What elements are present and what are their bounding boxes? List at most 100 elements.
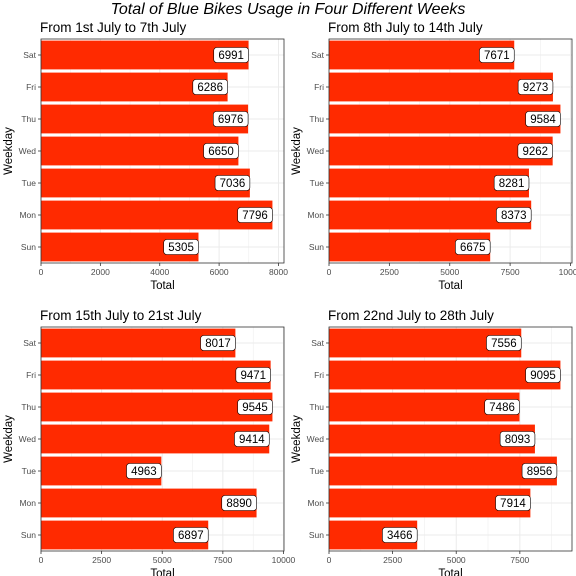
data-label-text: 9262	[522, 146, 548, 158]
data-label-box	[212, 111, 249, 127]
data-label-box	[525, 111, 561, 127]
data-label-box	[517, 79, 554, 95]
data-label-fri: 6286	[192, 79, 228, 95]
x-tick-label: 6000	[210, 267, 229, 277]
x-tick-label: 5000	[447, 555, 466, 565]
data-label-wed: 9262	[517, 143, 553, 159]
y-tick-label: Fri	[314, 370, 324, 380]
data-label-text: 9545	[242, 402, 268, 414]
y-tick-label: Fri	[26, 82, 36, 92]
y-tick-label: Sun	[21, 242, 36, 252]
y-tick-label: Sun	[309, 242, 324, 252]
data-label-tue: 7036	[214, 175, 251, 191]
x-tick-label: 5000	[153, 555, 172, 565]
bar-thu	[41, 392, 273, 422]
data-label-box	[234, 431, 270, 447]
y-tick-label: Thu	[21, 402, 36, 412]
data-label-text: 9414	[239, 434, 265, 446]
data-label-box	[235, 367, 271, 383]
data-label-text: 7671	[484, 50, 510, 62]
data-label-tue: 8956	[521, 463, 558, 479]
x-tick-label: 0	[39, 267, 44, 277]
y-tick-label: Mon	[19, 498, 36, 508]
y-axis-title: Weekday	[291, 415, 303, 463]
y-axis-title: Weekday	[3, 415, 15, 463]
data-label-text: 6286	[197, 82, 223, 94]
x-tick-label: 5000	[440, 267, 459, 277]
data-label-text: 8890	[226, 498, 252, 510]
data-label-text: 8956	[527, 466, 553, 478]
bar-fri	[41, 360, 271, 390]
data-label-text: 8373	[501, 210, 527, 222]
data-label-thu: 6976	[212, 111, 249, 127]
x-axis-title: Total	[150, 280, 174, 292]
data-label-text: 7486	[489, 402, 515, 414]
data-label-wed: 6650	[203, 143, 239, 159]
data-label-box	[200, 335, 236, 351]
x-tick-label: 10000	[559, 267, 576, 277]
data-label-fri: 9273	[517, 79, 554, 95]
data-label-box	[214, 175, 251, 191]
data-label-wed: 8093	[499, 431, 536, 447]
x-tick-label: 0	[327, 267, 332, 277]
data-label-thu: 9545	[237, 399, 273, 415]
data-label-box	[479, 47, 515, 63]
bar-wed	[41, 424, 270, 454]
data-label-sun: 3466	[382, 527, 418, 543]
data-label-box	[192, 79, 228, 95]
data-label-box	[493, 175, 530, 191]
data-label-box	[495, 495, 531, 511]
data-label-sat: 8017	[200, 335, 236, 351]
data-label-box	[126, 463, 162, 479]
data-label-sun: 6897	[173, 527, 209, 543]
data-label-tue: 8281	[493, 175, 530, 191]
data-label-text: 9273	[523, 82, 549, 94]
data-label-mon: 7914	[495, 495, 531, 511]
data-label-tue: 4963	[126, 463, 162, 479]
y-tick-label: Sat	[23, 338, 36, 348]
data-label-box	[173, 527, 209, 543]
y-tick-label: Thu	[21, 114, 36, 124]
bar-fri	[329, 360, 561, 390]
data-label-text: 8281	[499, 178, 525, 190]
data-label-box	[237, 399, 273, 415]
y-tick-label: Thu	[309, 114, 324, 124]
x-tick-label: 7500	[213, 555, 232, 565]
data-label-text: 6976	[218, 114, 244, 126]
data-label-box	[486, 335, 522, 351]
data-label-text: 9095	[530, 370, 556, 382]
y-tick-label: Sun	[309, 530, 324, 540]
x-tick-label: 2000	[91, 267, 110, 277]
y-axis-title: Weekday	[291, 127, 303, 175]
x-axis-title: Total	[438, 280, 462, 292]
data-label-box	[521, 463, 558, 479]
data-label-text: 7914	[500, 498, 526, 510]
data-label-thu: 9584	[525, 111, 561, 127]
data-label-box	[237, 207, 273, 223]
data-label-thu: 7486	[484, 399, 520, 415]
facet-title: From 22nd July to 28th July	[328, 308, 494, 323]
x-tick-label: 0	[39, 555, 44, 565]
data-label-sun: 6675	[455, 239, 491, 255]
x-axis-title: Total	[150, 568, 174, 576]
data-label-text: 6991	[218, 50, 244, 62]
data-label-text: 7036	[220, 178, 246, 190]
y-tick-label: Thu	[309, 402, 324, 412]
data-label-box	[382, 527, 418, 543]
data-label-sat: 7671	[479, 47, 515, 63]
data-label-box	[203, 143, 239, 159]
y-tick-label: Wed	[307, 434, 325, 444]
data-label-mon: 8890	[221, 495, 257, 511]
data-label-sat: 7556	[486, 335, 522, 351]
y-tick-label: Tue	[22, 178, 37, 188]
data-label-box	[213, 47, 249, 63]
data-label-box	[517, 143, 553, 159]
data-label-text: 7556	[491, 338, 517, 350]
data-label-mon: 7796	[237, 207, 273, 223]
data-label-box	[221, 495, 257, 511]
x-tick-label: 7500	[510, 555, 529, 565]
bar-tue	[329, 456, 557, 486]
data-label-text: 6675	[460, 242, 486, 254]
data-label-box	[499, 431, 536, 447]
facet-panel-week-1: From 1st July to 7th July 5305 7796 7036 66…	[0, 0, 288, 292]
